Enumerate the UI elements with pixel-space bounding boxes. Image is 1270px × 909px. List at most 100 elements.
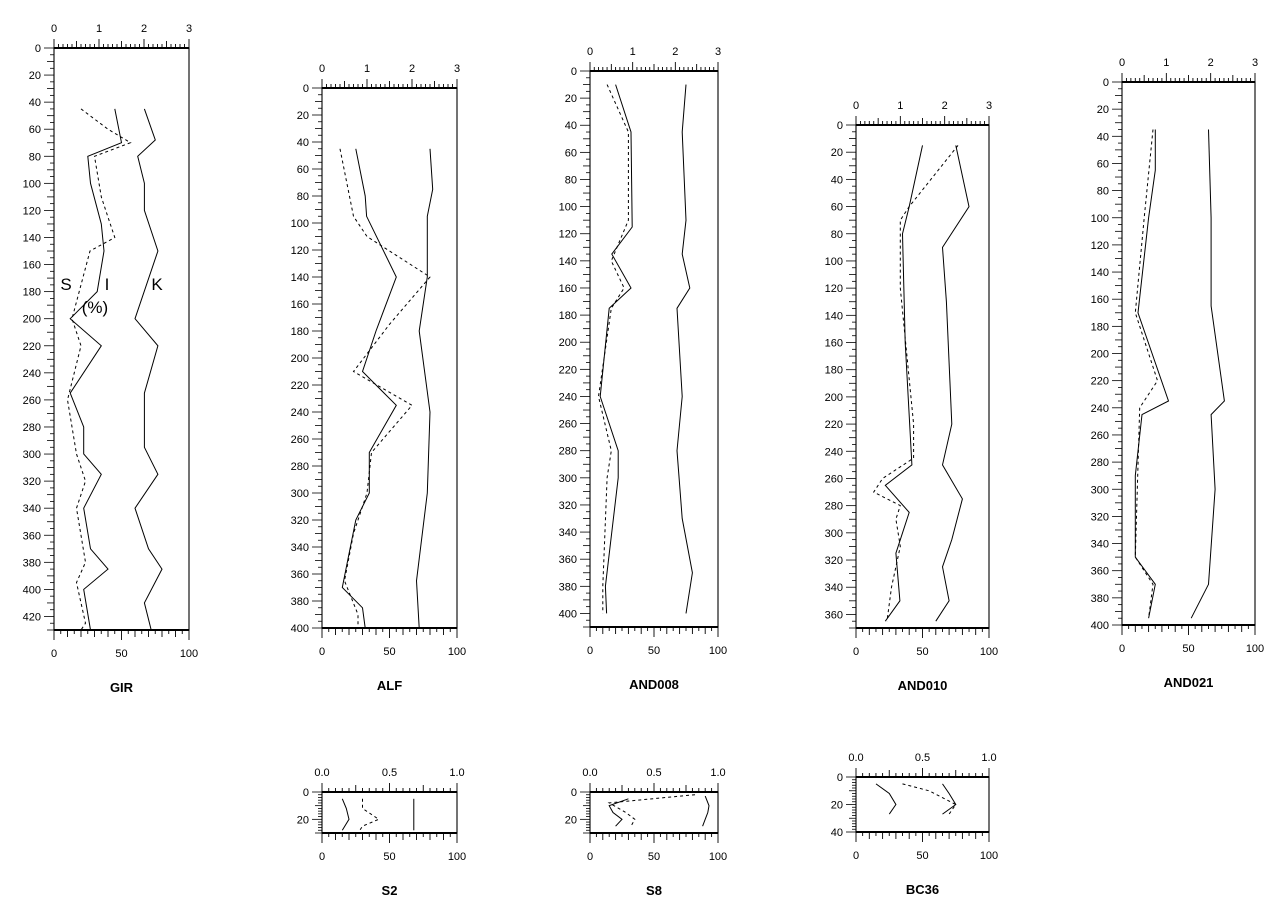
kaolinite-percent-line (1190, 129, 1225, 619)
depth-tick-label: 180 (23, 287, 41, 299)
smectite-illite-ratio-line (359, 798, 380, 831)
panel-frame (589, 791, 719, 834)
site-label: S8 (646, 883, 662, 898)
depth-tick-label: 380 (559, 581, 577, 593)
depth-tick-label: 300 (291, 488, 309, 500)
site-label: BC36 (906, 882, 939, 897)
top-tick-label: 1 (364, 63, 370, 75)
depth-tick-label: 260 (825, 473, 843, 485)
profile-panel-and010: 0 1 2 3 0 50 100 0 20 40 60 80 100 120 140 160 180 200 220… (825, 100, 999, 693)
illite-percent-line (599, 84, 633, 614)
curve-annotation: (%) (82, 298, 108, 317)
depth-tick-label: 40 (831, 827, 843, 839)
depth-tick-label: 380 (23, 557, 41, 569)
depth-tick-label: 200 (559, 337, 577, 349)
depth-tick-label: 0 (571, 66, 577, 78)
depth-tick-label: 320 (291, 515, 309, 527)
depth-tick-label: 240 (559, 391, 577, 403)
depth-tick-label: 280 (291, 461, 309, 473)
top-tick-label: 2 (409, 63, 415, 75)
panel-frame (855, 124, 990, 629)
bottom-tick-label: 50 (916, 646, 928, 658)
depth-tick-label: 200 (1091, 349, 1109, 361)
depth-tick-label: 400 (1091, 620, 1109, 632)
top-tick-label: 2 (141, 23, 147, 35)
illite-percent-line (69, 108, 123, 631)
depth-tick-label: 340 (825, 582, 843, 594)
depth-tick-label: 0 (571, 787, 577, 799)
bottom-tick-label: 100 (1246, 643, 1264, 655)
depth-tick-label: 40 (29, 97, 41, 109)
depth-tick-label: 80 (831, 229, 843, 241)
depth-tick-label: 20 (297, 110, 309, 122)
profile-panel-and008: 0 1 2 3 0 50 100 0 20 40 60 80 100 120 140 160 180 200 220… (559, 46, 728, 692)
bottom-tick-label: 0 (51, 648, 57, 660)
site-label: AND021 (1164, 675, 1214, 690)
top-tick-label: 1 (897, 100, 903, 112)
bottom-tick-label: 50 (383, 851, 395, 863)
depth-tick-label: 320 (825, 555, 843, 567)
depth-tick-label: 140 (559, 256, 577, 268)
illite-percent-line (341, 798, 350, 831)
top-tick-label: 1 (630, 46, 636, 58)
kaolinite-percent-line (676, 84, 693, 614)
bottom-tick-label: 50 (1182, 643, 1194, 655)
panel-frame (53, 47, 190, 631)
top-tick-label: 3 (186, 23, 192, 35)
depth-tick-label: 360 (825, 609, 843, 621)
depth-tick-label: 40 (1097, 131, 1109, 143)
bottom-tick-label: 100 (180, 648, 198, 660)
depth-tick-label: 240 (825, 446, 843, 458)
bottom-tick-label: 0 (853, 850, 859, 862)
top-tick-label: 0 (319, 63, 325, 75)
top-tick-label: 3 (1252, 57, 1258, 69)
depth-tick-label: 220 (825, 419, 843, 431)
depth-tick-label: 260 (23, 395, 41, 407)
depth-tick-label: 120 (1091, 240, 1109, 252)
site-label: ALF (377, 678, 402, 693)
bottom-tick-label: 0 (587, 645, 593, 657)
depth-tick-label: 320 (23, 476, 41, 488)
depth-tick-label: 280 (825, 501, 843, 513)
depth-tick-label: 160 (23, 260, 41, 272)
depth-tick-label: 400 (23, 584, 41, 596)
kaolinite-percent-line (942, 783, 957, 815)
depth-tick-label: 300 (559, 473, 577, 485)
bottom-tick-label: 50 (115, 648, 127, 660)
depth-tick-label: 180 (825, 365, 843, 377)
depth-tick-label: 420 (23, 611, 41, 623)
depth-tick-label: 340 (23, 503, 41, 515)
top-tick-label: 1 (96, 23, 102, 35)
depth-tick-label: 180 (1091, 321, 1109, 333)
depth-tick-label: 20 (29, 70, 41, 82)
smectite-illite-ratio-line (872, 145, 959, 622)
kaolinite-percent-line (935, 145, 970, 622)
site-label: AND008 (629, 677, 679, 692)
depth-tick-label: 160 (291, 299, 309, 311)
depth-tick-label: 80 (1097, 186, 1109, 198)
kaolinite-percent-line (702, 795, 710, 827)
top-tick-label: 1.0 (981, 752, 996, 764)
depth-tick-label: 320 (1091, 511, 1109, 523)
depth-tick-label: 200 (825, 392, 843, 404)
depth-tick-label: 220 (1091, 376, 1109, 388)
site-label: S2 (382, 883, 398, 898)
curve-annotation: K (151, 275, 163, 294)
bottom-tick-label: 0 (1119, 643, 1125, 655)
depth-tick-label: 260 (559, 419, 577, 431)
bottom-tick-label: 100 (980, 646, 998, 658)
depth-tick-label: 20 (565, 93, 577, 105)
top-tick-label: 0.0 (582, 767, 597, 779)
illite-percent-line (608, 798, 629, 827)
depth-tick-label: 240 (1091, 403, 1109, 415)
top-tick-label: 2 (1208, 57, 1214, 69)
bottom-tick-label: 0 (587, 851, 593, 863)
depth-tick-label: 260 (1091, 430, 1109, 442)
panel-frame (321, 791, 458, 834)
illite-percent-line (1134, 129, 1170, 619)
depth-tick-label: 20 (1097, 104, 1109, 116)
depth-tick-label: 0 (35, 43, 41, 55)
depth-tick-label: 20 (831, 800, 843, 812)
